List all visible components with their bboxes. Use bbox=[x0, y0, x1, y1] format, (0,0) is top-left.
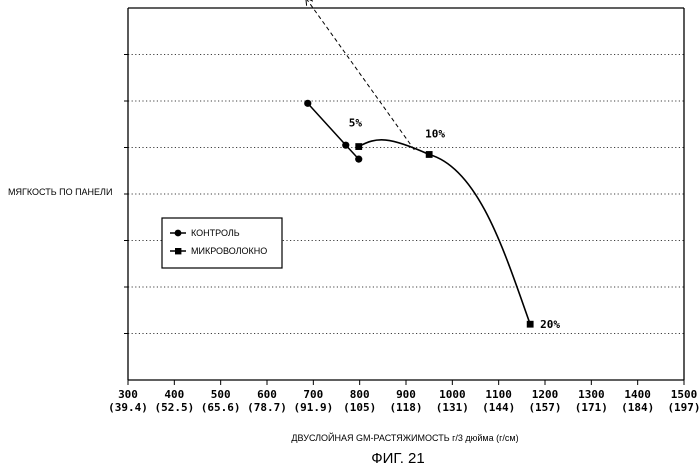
x-tick-label: 300 bbox=[118, 388, 138, 401]
series-line-microfiber bbox=[359, 140, 530, 324]
x-tick-sublabel: (91.9) bbox=[293, 401, 333, 414]
legend-marker-control bbox=[175, 230, 182, 237]
y-axis-label: МЯГКОСТЬ ПО ПАНЕЛИ bbox=[8, 187, 112, 197]
x-axis-label: ДВУСЛОЙНАЯ GM-РАСТЯЖИМОСТЬ г/3 дюйма (г/… bbox=[291, 432, 518, 443]
point-control bbox=[355, 156, 362, 163]
x-tick-sublabel: (144) bbox=[482, 401, 515, 414]
x-tick-label: 600 bbox=[257, 388, 277, 401]
point-label: 10% bbox=[425, 127, 445, 140]
x-tick-sublabel: (171) bbox=[575, 401, 608, 414]
x-tick-label: 700 bbox=[303, 388, 323, 401]
series-layer: 5% 10% 20% bbox=[304, 0, 560, 331]
x-tick-sublabel: (105) bbox=[343, 401, 376, 414]
gridlines bbox=[128, 55, 684, 334]
x-tick-sublabel: (157) bbox=[528, 401, 561, 414]
legend-label-control: КОНТРОЛЬ bbox=[191, 228, 240, 238]
point-label: 5% bbox=[349, 117, 363, 130]
x-tick-sublabel: (52.5) bbox=[154, 401, 194, 414]
x-tick-label: 800 bbox=[350, 388, 370, 401]
point-control bbox=[342, 142, 349, 149]
point-microfiber bbox=[355, 143, 362, 150]
x-tick-label: 400 bbox=[164, 388, 184, 401]
legend-label-microfiber: МИКРОВОЛОКНО bbox=[191, 246, 267, 256]
x-tick-label: 1300 bbox=[578, 388, 605, 401]
x-tick-sublabel: (118) bbox=[389, 401, 422, 414]
point-label: 20% bbox=[540, 318, 560, 331]
x-tick-sublabel: (39.4) bbox=[108, 401, 148, 414]
x-tick-label: 1500 bbox=[671, 388, 698, 401]
x-tick-label: 1000 bbox=[439, 388, 466, 401]
figure-caption: ФИГ. 21 bbox=[371, 450, 425, 467]
x-tick-sublabel: (184) bbox=[621, 401, 654, 414]
legend: КОНТРОЛЬ МИКРОВОЛОКНО bbox=[162, 218, 282, 268]
x-axis-ticks: 300(39.4)400(52.5)500(65.6)600(78.7)700(… bbox=[108, 380, 699, 414]
legend-marker-microfiber bbox=[175, 248, 181, 254]
x-tick-sublabel: (78.7) bbox=[247, 401, 287, 414]
legend-box bbox=[162, 218, 282, 268]
x-tick-sublabel: (65.6) bbox=[201, 401, 241, 414]
series-line-control bbox=[308, 103, 359, 159]
x-tick-sublabel: (197) bbox=[667, 401, 699, 414]
point-microfiber bbox=[426, 151, 433, 158]
x-tick-label: 500 bbox=[211, 388, 231, 401]
point-control bbox=[304, 100, 311, 107]
x-tick-sublabel: (131) bbox=[436, 401, 469, 414]
x-tick-label: 1200 bbox=[532, 388, 559, 401]
point-microfiber bbox=[527, 321, 534, 328]
x-tick-label: 1400 bbox=[624, 388, 651, 401]
x-tick-label: 1100 bbox=[485, 388, 512, 401]
x-tick-label: 900 bbox=[396, 388, 416, 401]
